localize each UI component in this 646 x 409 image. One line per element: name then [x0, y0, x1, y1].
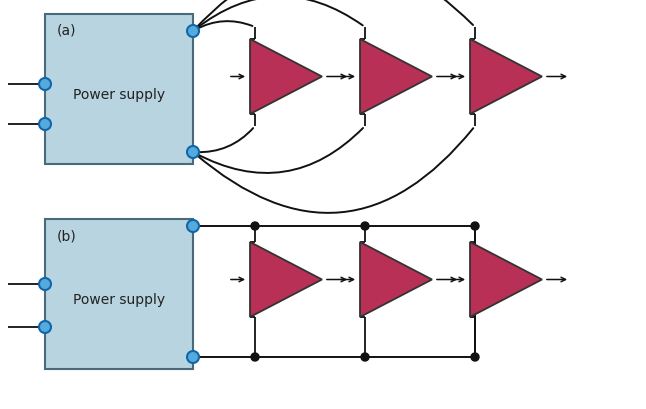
Circle shape: [39, 278, 51, 290]
Circle shape: [39, 321, 51, 333]
Circle shape: [187, 147, 199, 159]
Circle shape: [187, 26, 199, 38]
Polygon shape: [360, 243, 432, 317]
Polygon shape: [470, 40, 542, 115]
Text: (b): (b): [57, 229, 77, 243]
FancyArrowPatch shape: [196, 22, 253, 31]
Bar: [45, 15, 193, 164]
Circle shape: [251, 353, 259, 361]
Text: Power supply: Power supply: [73, 88, 165, 102]
Circle shape: [471, 353, 479, 361]
Polygon shape: [360, 40, 432, 115]
Polygon shape: [470, 243, 542, 317]
FancyArrowPatch shape: [195, 129, 474, 213]
FancyArrowPatch shape: [196, 129, 253, 153]
Circle shape: [251, 222, 259, 230]
Circle shape: [471, 222, 479, 230]
Circle shape: [361, 222, 369, 230]
FancyArrowPatch shape: [196, 129, 363, 173]
Circle shape: [361, 353, 369, 361]
Polygon shape: [250, 243, 322, 317]
FancyArrowPatch shape: [195, 0, 363, 30]
Text: (a): (a): [57, 24, 76, 38]
Circle shape: [39, 119, 51, 131]
Circle shape: [187, 351, 199, 363]
FancyArrowPatch shape: [195, 0, 473, 30]
Bar: [45, 220, 193, 369]
Circle shape: [39, 79, 51, 91]
Polygon shape: [250, 40, 322, 115]
Circle shape: [187, 220, 199, 232]
Text: Power supply: Power supply: [73, 292, 165, 306]
